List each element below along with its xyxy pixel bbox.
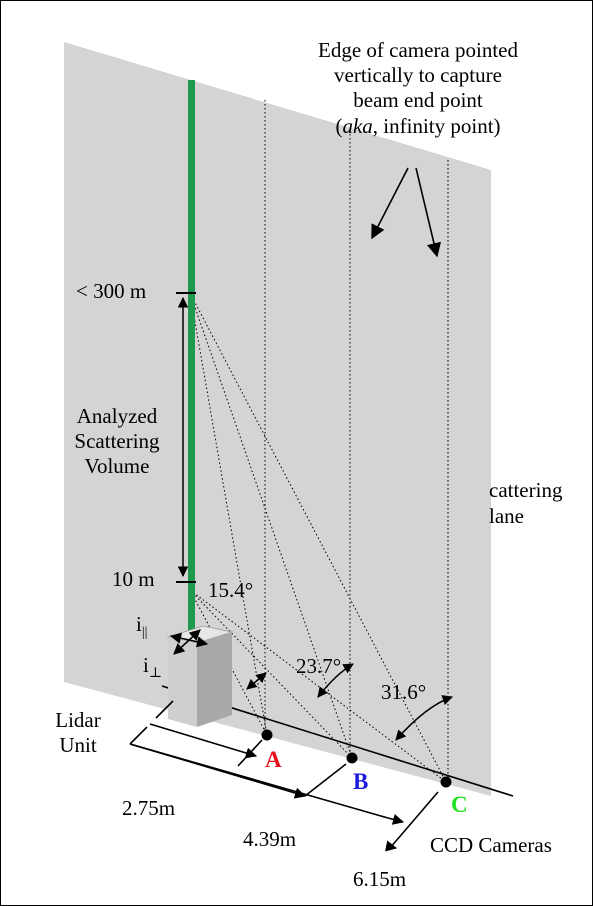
angle-a-arrow [246, 672, 267, 690]
laser-beam [188, 80, 195, 635]
scattering-plane-label: cattering lane [489, 478, 563, 528]
angle-c-label: 31.6° [381, 680, 427, 704]
caption-line-3: beam end point [353, 88, 483, 113]
angle-b-arc [317, 663, 354, 698]
camera-edge-caption: Edge of camera pointed vertically to cap… [268, 38, 568, 139]
camera-c-dot [440, 776, 452, 788]
caption-line-2: vertically to capture [334, 63, 502, 88]
camera-a-dot [261, 729, 273, 741]
ccd-cameras-label: CCD Cameras [430, 833, 552, 857]
camera-a-label: A [265, 747, 282, 772]
distance-c-label: 6.15m [353, 867, 407, 891]
camera-b-dot [346, 752, 358, 764]
camera-b-label: B [353, 769, 369, 794]
angle-c-arc [395, 695, 453, 741]
caption-arrow-left [371, 167, 409, 240]
camera-c-label: C [451, 792, 468, 817]
distance-a-label: 2.75m [122, 796, 176, 820]
height-bottom-label: 10 m [112, 567, 155, 591]
caption-line-4: (aka, infinity point) [335, 113, 501, 138]
analyzed-volume-label: Analyzed Scattering Volume [74, 404, 160, 479]
height-top-label: < 300 m [76, 279, 147, 303]
lidar-unit-box [166, 625, 234, 727]
lidar-unit-label: Lidar Unit [55, 708, 101, 758]
caption-line-1: Edge of camera pointed [318, 38, 518, 62]
polarization-perp-arrow [173, 629, 201, 655]
angle-a-label: 15.4° [208, 578, 254, 602]
distance-dimensions [129, 700, 439, 852]
distance-b-label: 4.39m [243, 827, 297, 851]
camera-edge-lines [264, 100, 449, 782]
polarization-perp-label: i⊥ [143, 653, 163, 682]
caption-arrow-right [415, 167, 441, 258]
angle-b-label: 23.7° [296, 654, 342, 678]
polarization-parallel-label: i|| [136, 612, 148, 641]
